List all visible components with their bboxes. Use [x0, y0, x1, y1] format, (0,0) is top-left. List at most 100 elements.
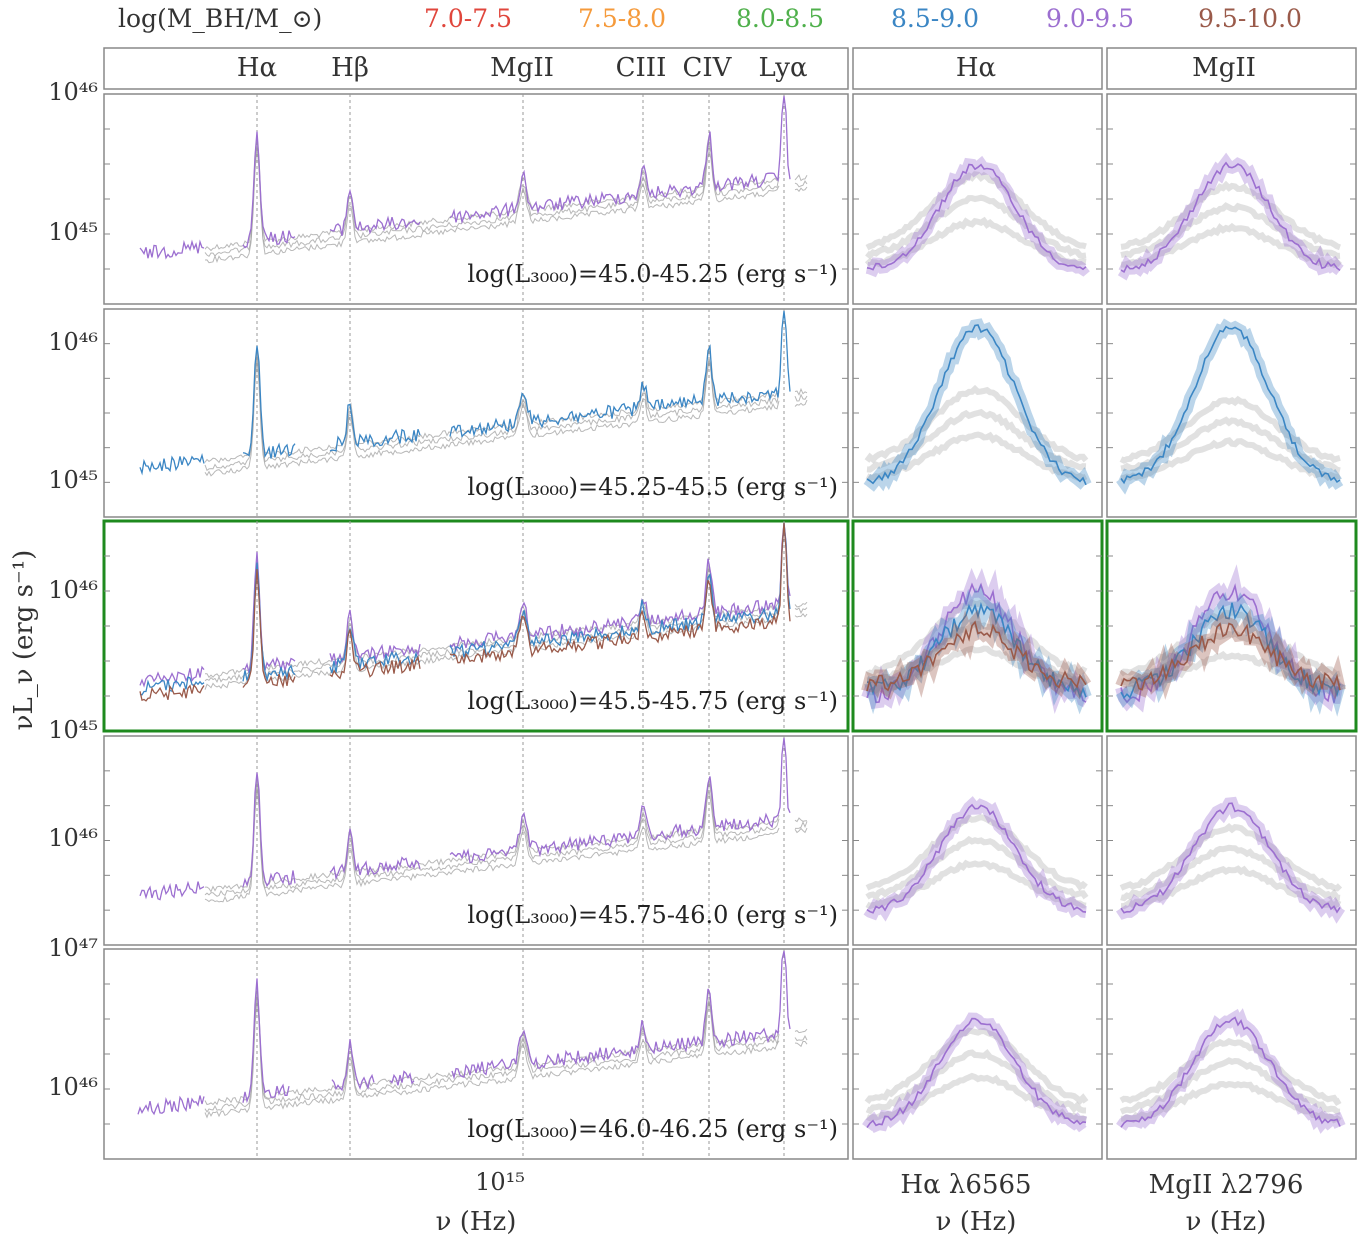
comparison-spectrum	[204, 134, 808, 252]
luminosity-bin-label: log(L₃₀₀₀)=46.0-46.25 (erg s⁻¹)	[467, 1115, 838, 1143]
legend-entry-9.5-10.0: 9.5-10.0	[1198, 4, 1302, 33]
legend: log(M_BH/M_⊙) 7.0-7.5 7.5-8.0 8.0-8.5 8.5-9…	[118, 4, 1302, 33]
comparison-spectrum	[204, 991, 808, 1113]
panel-frame-r4-c1	[852, 948, 1103, 1160]
comparison-profile-band	[1119, 395, 1341, 464]
comparison-profile-band	[865, 1048, 1087, 1115]
panel-frame-r0-c1	[852, 93, 1103, 305]
profile-line-2	[1120, 622, 1341, 691]
y-tick-label: 10⁴⁵	[48, 716, 98, 744]
profile-line-0	[866, 324, 1087, 486]
y-tick-label: 10⁴⁶	[48, 576, 98, 604]
profile-line-0	[1120, 1016, 1341, 1128]
comparison-profile-band	[1120, 180, 1341, 251]
comparison-profile-band	[864, 384, 1089, 464]
panel-r2-c0: log(L₃₀₀₀)=45.5-45.75 (erg s⁻¹) 10⁴⁶ 10⁴⁵	[48, 519, 850, 744]
row-0: log(L₃₀₀₀)=45.0-45.25 (erg s⁻¹) 10⁴⁶ 10⁴⁵	[48, 78, 1357, 305]
panel-r0-c0: log(L₃₀₀₀)=45.0-45.25 (erg s⁻¹) 10⁴⁶ 10⁴⁵	[48, 78, 849, 305]
panel-r4-c0: log(L₃₀₀₀)=46.0-46.25 (erg s⁻¹) 10⁴⁶	[48, 948, 849, 1160]
panel-r0-c1	[852, 93, 1103, 305]
y-axis-label: νL_ν (erg s⁻¹)	[9, 550, 39, 731]
spectrum-series-0	[139, 522, 791, 688]
spectrum-series-2	[139, 522, 791, 702]
panel-r2-c2	[1105, 519, 1358, 733]
comparison-profile-band	[1120, 1080, 1342, 1124]
comparison-profile-band	[865, 835, 1089, 901]
spectrum-series-0	[139, 95, 791, 260]
legend-entry-8.5-9.0: 8.5-9.0	[891, 4, 979, 33]
panel-frame-r0-c2	[1106, 93, 1357, 305]
comparison-profile-band	[1120, 202, 1341, 259]
y-tick-label: 10⁴⁶	[48, 1073, 98, 1101]
x-tick-label: 10¹⁵	[475, 1168, 525, 1196]
row-3: log(L₃₀₀₀)=45.75-46.0 (erg s⁻¹) 10⁴⁶ 10⁴⁷	[48, 735, 1357, 962]
legend-entry-9.0-9.5: 9.0-9.5	[1046, 4, 1134, 33]
panel-r4-c1	[852, 948, 1103, 1160]
figure-text: νL_ν (erg s⁻¹) 10¹⁵ ν (Hz) Hα λ6565 ν (H…	[9, 550, 1303, 1237]
comparison-spectrum	[204, 998, 808, 1119]
comparison-spectrum	[204, 360, 808, 477]
comparison-spectrum	[204, 779, 808, 897]
luminosity-bin-label: log(L₃₀₀₀)=45.25-45.5 (erg s⁻¹)	[467, 473, 838, 501]
panel-frame-r1-c2	[1106, 308, 1357, 518]
panel-frame-r3-c1	[852, 735, 1103, 946]
profile-line-0	[866, 163, 1087, 271]
comparison-spectrum	[204, 352, 808, 472]
profile-line-0	[1120, 802, 1341, 914]
zoom-halpha-label: Hα λ6565	[900, 1170, 1031, 1200]
x-axis-label-halpha: ν (Hz)	[936, 1207, 1017, 1237]
luminosity-bin-label: log(L₃₀₀₀)=45.5-45.75 (erg s⁻¹)	[467, 687, 838, 715]
comparison-spectrum	[204, 140, 808, 258]
y-tick-label: 10⁴⁶	[48, 328, 98, 356]
comparison-profile-band	[865, 194, 1087, 260]
panel-r0-c2	[1106, 93, 1357, 305]
comparison-profile-band	[1120, 844, 1341, 902]
header-box-0	[103, 47, 849, 90]
comparison-profile-band	[865, 431, 1088, 482]
comparison-profile-band	[1120, 437, 1341, 482]
header-zoom-MgII: MgII	[1192, 53, 1256, 83]
y-tick-label: 10⁴⁷	[48, 934, 98, 962]
comparison-profile-band	[1119, 1057, 1341, 1115]
comparison-profile-band	[865, 814, 1088, 891]
spectrum-series-0	[139, 310, 791, 476]
y-tick-label: 10⁴⁶	[48, 78, 98, 106]
panel-r3-c0: log(L₃₀₀₀)=45.75-46.0 (erg s⁻¹) 10⁴⁶ 10⁴⁷	[48, 735, 849, 962]
comparison-profile-band	[865, 171, 1087, 251]
panel-r2-c1	[851, 519, 1104, 733]
panel-r1-c0: log(L₃₀₀₀)=45.25-45.5 (erg s⁻¹) 10⁴⁶ 10⁴⁵	[48, 308, 849, 518]
luminosity-bin-label: log(L₃₀₀₀)=45.0-45.25 (erg s⁻¹)	[467, 260, 838, 288]
legend-entry-7.0-7.5: 7.0-7.5	[424, 4, 512, 33]
comparison-profile-band	[864, 1027, 1089, 1105]
x-axis-label-main: ν (Hz)	[436, 1207, 517, 1237]
row-1: log(L₃₀₀₀)=45.25-45.5 (erg s⁻¹) 10⁴⁶ 10⁴⁵	[48, 308, 1357, 518]
zoom-mgii-label: MgII λ2796	[1149, 1170, 1304, 1200]
comparison-profile-band	[866, 620, 1088, 687]
header-row: Hα Hβ MgII CIII CIV Lyα Hα MgII	[103, 47, 1357, 90]
panel-r3-c1	[852, 735, 1103, 946]
luminosity-bin-label: log(L₃₀₀₀)=45.75-46.0 (erg s⁻¹)	[467, 901, 838, 929]
spectrum-series-0	[137, 950, 791, 1116]
comparison-spectrum	[204, 788, 808, 903]
y-tick-label: 10⁴⁵	[48, 218, 98, 246]
header-line-Hα: Hα	[237, 53, 277, 83]
panel-r3-c2	[1106, 735, 1357, 946]
profile-line-0	[1120, 325, 1341, 485]
header-box-2	[1106, 47, 1357, 90]
profile-line-1	[1120, 602, 1341, 699]
y-tick-label: 10⁴⁵	[48, 466, 98, 494]
header-zoom-Hα: Hα	[956, 53, 996, 83]
profile-line-0	[866, 803, 1087, 914]
panel-frame-r1-c1	[852, 308, 1103, 518]
header-line-Lyα: Lyα	[758, 53, 807, 83]
row-4: log(L₃₀₀₀)=46.0-46.25 (erg s⁻¹) 10⁴⁶	[48, 948, 1357, 1160]
legend-entry-7.5-8.0: 7.5-8.0	[578, 4, 666, 33]
comparison-profile-band	[1119, 1037, 1342, 1107]
panel-r1-c1	[852, 308, 1103, 518]
panels: Hα Hβ MgII CIII CIV Lyα Hα MgIIlog(L₃₀₀₀)=45.0-…	[48, 47, 1358, 1160]
header-line-MgII: MgII	[490, 53, 554, 83]
comparison-profile-band	[1119, 822, 1343, 892]
comparison-spectrum	[204, 146, 808, 264]
profile-line-0	[866, 1017, 1087, 1129]
